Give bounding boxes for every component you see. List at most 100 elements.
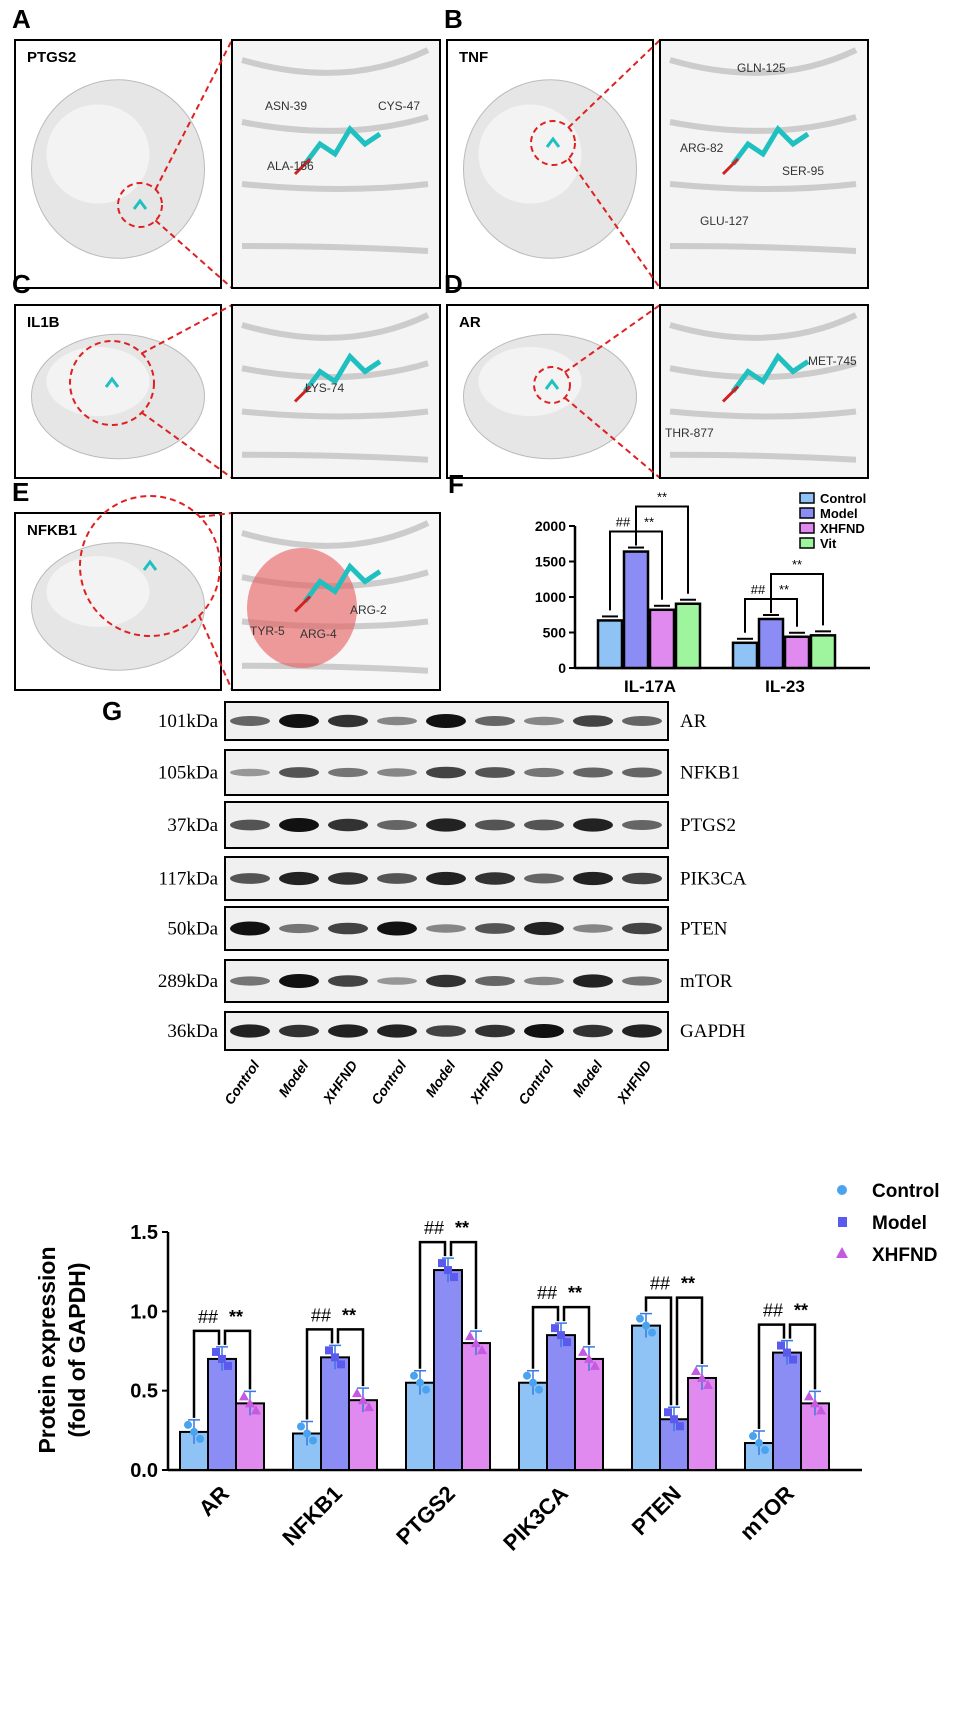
protein-name: IL1B — [27, 314, 60, 331]
ligand-icon — [545, 136, 561, 148]
significance-label: ** — [455, 1218, 469, 1238]
protein-label: GAPDH — [680, 1021, 746, 1042]
x-category-label: PTGS2 — [391, 1481, 460, 1550]
molecular-weight-label: 36kDa — [167, 1021, 218, 1042]
significance-label: ## — [616, 515, 631, 530]
protein-band — [230, 1024, 270, 1038]
bar-vit — [809, 634, 837, 670]
y-tick-label: 2000 — [535, 518, 566, 534]
ribbon-helix — [241, 47, 430, 76]
protein-band — [573, 1024, 613, 1038]
data-point — [783, 1348, 791, 1357]
y-tick-label: 0.0 — [130, 1460, 158, 1482]
data-point — [224, 1361, 232, 1370]
protein-band — [328, 714, 368, 728]
protein-label: mTOR — [680, 971, 733, 992]
data-point — [352, 1388, 362, 1398]
bar-model — [433, 1269, 463, 1471]
data-point — [816, 1405, 826, 1415]
protein-band — [377, 716, 417, 726]
binding-site-circle — [79, 495, 221, 637]
ligand-icon — [142, 559, 158, 571]
protein-band — [573, 974, 613, 988]
panel-d — [446, 304, 869, 479]
y-tick-label: 1500 — [535, 554, 566, 570]
bar-control — [631, 1324, 661, 1471]
residue-label: THR-877 — [665, 426, 714, 440]
protein-name: TNF — [459, 49, 488, 66]
legend-label: Model — [820, 506, 858, 521]
bar-model — [757, 617, 785, 670]
lane-label: Model — [422, 1057, 459, 1100]
protein-band — [230, 716, 270, 726]
y-tick-label: 1.0 — [130, 1301, 158, 1323]
protein-band — [622, 767, 662, 778]
ribbon-helix — [241, 408, 429, 420]
significance-label: ** — [644, 515, 654, 530]
residue-label: GLU-127 — [700, 214, 749, 228]
x-category-label: IL-17A — [624, 677, 676, 696]
ribbon-helix — [669, 451, 857, 463]
data-point — [303, 1429, 311, 1438]
significance-bracket — [223, 1329, 252, 1390]
panel-label: F — [448, 469, 464, 499]
protein-band — [573, 818, 613, 832]
protein-band — [573, 924, 613, 933]
data-point — [331, 1353, 339, 1362]
legend-swatch — [799, 537, 815, 549]
protein-band — [475, 923, 515, 934]
data-point — [761, 1446, 769, 1455]
legend-marker-circle — [837, 1185, 847, 1195]
legend-label: XHFND — [872, 1245, 937, 1266]
ribbon-helix — [241, 520, 430, 549]
residue-label: ALA-156 — [267, 159, 314, 173]
protein-band — [279, 1024, 319, 1038]
ribbon-helix — [669, 312, 858, 341]
protein-name: PTGS2 — [27, 49, 76, 66]
protein-band — [279, 923, 319, 934]
data-point — [777, 1341, 785, 1350]
protein-band — [279, 767, 319, 778]
ribbon-helix — [669, 181, 857, 192]
protein-band — [426, 924, 466, 933]
panel-label: B — [444, 4, 463, 34]
y-axis-label: Protein expression — [34, 1246, 60, 1453]
legend-marker-square — [838, 1217, 847, 1227]
significance-label: ** — [779, 582, 789, 597]
x-category-label: mTOR — [735, 1481, 799, 1545]
bar-model — [772, 1351, 802, 1471]
protein-label: PIK3CA — [680, 869, 747, 890]
protein-band — [328, 1024, 368, 1038]
protein-band — [377, 1024, 417, 1038]
protein-band — [622, 872, 662, 885]
residue-label: SER-95 — [782, 164, 824, 178]
ligand-stick — [303, 562, 382, 603]
data-point — [535, 1385, 543, 1394]
x-category-label: PIK3CA — [498, 1481, 573, 1556]
ribbon-helix — [241, 312, 430, 341]
protein-band — [426, 714, 466, 728]
data-point — [465, 1331, 475, 1341]
protein-band — [426, 871, 466, 886]
zoom-line — [567, 157, 661, 289]
protein-band — [475, 872, 515, 885]
protein-band — [573, 715, 613, 727]
protein-label: PTEN — [680, 919, 728, 940]
data-point — [590, 1360, 600, 1370]
bar-model — [320, 1356, 350, 1472]
binding-site-circle — [533, 366, 571, 404]
protein-surface-highlight — [46, 104, 150, 204]
protein-band — [377, 977, 417, 985]
binding-site-circle — [117, 182, 163, 228]
protein-band — [475, 976, 515, 986]
data-point — [578, 1346, 588, 1356]
molecular-weight-label: 289kDa — [158, 971, 219, 992]
y-tick-label: 0.5 — [130, 1381, 158, 1403]
data-point — [523, 1371, 531, 1380]
bar-xhfnd — [648, 608, 676, 670]
panel-label: C — [12, 269, 31, 299]
data-point — [297, 1422, 305, 1431]
protein-band — [426, 974, 466, 988]
protein-band — [524, 976, 564, 986]
protein-band — [622, 976, 662, 986]
